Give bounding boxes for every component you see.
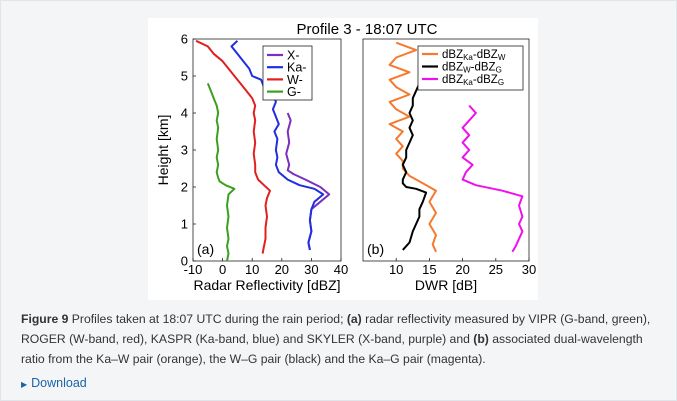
series-line [388, 41, 437, 253]
caption-text-2: radar reflectivity measured by VIPR (G-b… [21, 312, 651, 346]
caption-text-1: Profiles taken at 18:07 UTC during the r… [68, 312, 347, 326]
figure-chart: Profile 3 - 18:07 UTC -10 0 10 20 30 40012345… [155, 21, 536, 294]
x-axis-label: DWR [dB] [415, 277, 477, 293]
legend-label: W- [287, 73, 303, 87]
legend-label: G- [287, 85, 301, 99]
x-tick-label: 15 [422, 262, 436, 277]
x-tick-label: -10 [184, 262, 203, 277]
series-line [195, 39, 271, 254]
x-axis-label: Radar Reflectivity [dBZ] [193, 277, 340, 293]
y-tick-label: 5 [181, 69, 188, 84]
x-tick-label: 20 [455, 262, 469, 277]
y-tick-label: 1 [181, 217, 188, 232]
y-tick-label: 3 [181, 143, 188, 158]
y-tick-label: 0 [181, 254, 188, 269]
series-line [206, 83, 236, 262]
series-line [230, 40, 325, 251]
x-tick-label: 30 [522, 262, 536, 277]
caption-b-label: (b) [473, 332, 489, 346]
panel-label: (a) [197, 241, 214, 257]
caption-a-label: (a) [346, 312, 362, 326]
legend-label: dBZKa-dBZW [442, 49, 506, 62]
legend-label: dBZKa-dBZG [442, 74, 504, 87]
y-axis-label: Height [km] [155, 115, 171, 186]
legend-label: dBZW-dBZG [442, 62, 502, 75]
x-tick-label: 30 [304, 262, 318, 277]
caption-figure-label: Figure 9 [21, 312, 69, 326]
y-tick-label: 6 [181, 32, 188, 47]
legend-label: Ka- [287, 61, 306, 75]
x-tick-label: 40 [334, 262, 348, 277]
figure-image: Profile 3 - 18:07 UTC -10 0 10 20 30 40 0 1 2 3 4 5… [148, 18, 538, 300]
panel-label: (b) [367, 241, 384, 257]
triangle-right-icon: ▶ [21, 380, 28, 389]
series-line [461, 104, 524, 253]
y-tick-label: 2 [181, 180, 188, 195]
y-tick-label: 4 [181, 106, 188, 121]
caption-text-3: associated dual-wavelength ratio from th… [21, 332, 643, 366]
x-tick-label: 0 [219, 262, 226, 277]
x-tick-label: 10 [245, 262, 259, 277]
download-label: Download [31, 376, 87, 390]
series-line [401, 75, 428, 251]
legend-label: X- [287, 49, 300, 63]
panel-b: 10 15 20 25 30 DWR [dB] (b) dBZKa-dBZWdBZW-dBZG… [362, 38, 536, 293]
x-tick-label: 10 [389, 262, 403, 277]
x-tick-label: 20 [275, 262, 289, 277]
figure-caption: Figure 9 Profiles taken at 18:07 UTC dur… [21, 309, 663, 369]
x-tick-label: 25 [489, 262, 503, 277]
download-link[interactable]: ▶ Download [21, 376, 87, 390]
chart-title: Profile 3 - 18:07 UTC [297, 21, 438, 38]
